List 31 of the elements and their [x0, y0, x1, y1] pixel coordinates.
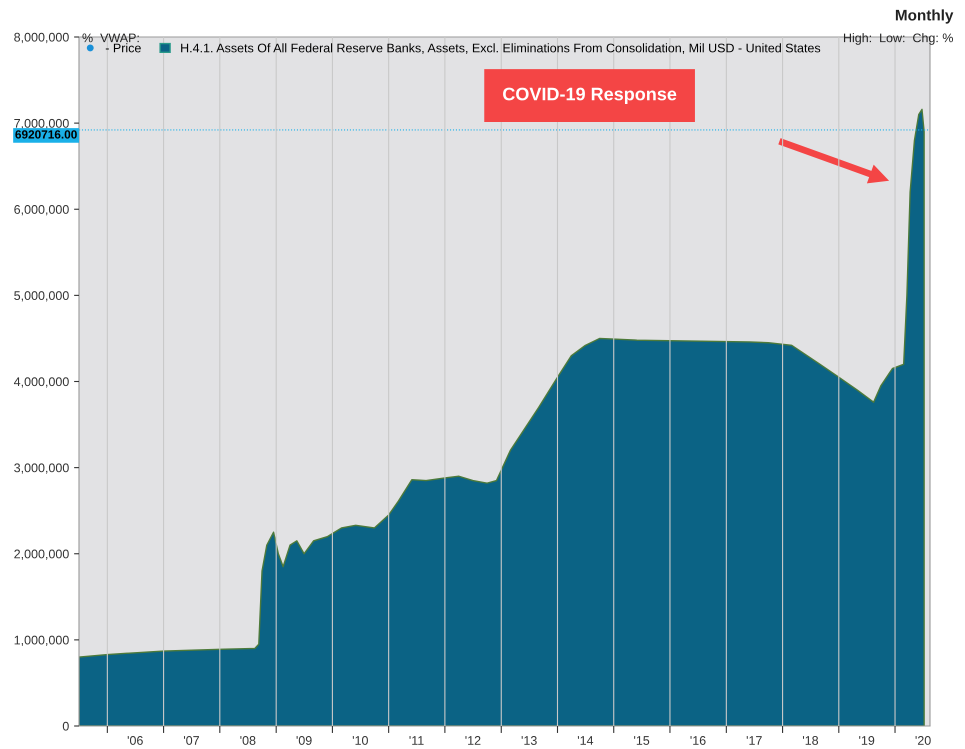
y-tick-label: 8,000,000	[14, 32, 69, 44]
x-tick-label: '14	[578, 736, 594, 745]
x-tick-label: '08	[240, 736, 256, 745]
y-tick-label: 6,000,000	[14, 205, 69, 216]
annotation: - Price	[106, 43, 141, 52]
annotation: COVID-19 Response	[503, 88, 676, 104]
y-tick-label: 5,000,000	[14, 291, 69, 302]
y-tick-label: 4,000,000	[14, 377, 69, 388]
x-tick-label: '10	[352, 736, 368, 745]
x-tick-label: '18	[802, 736, 818, 745]
x-tick-label: '07	[184, 736, 199, 745]
legend-label: H.4.1. Assets Of All Federal Reserve Banks, Assets, Excl. Eliminations From Consolidation, Mil USD - United States	[181, 43, 820, 54]
annotation: % VWAP:	[82, 34, 139, 42]
x-tick-label: '09	[296, 736, 312, 745]
y-tick-label: 2,000,000	[14, 550, 69, 560]
x-tick-label: '11	[409, 736, 424, 745]
x-tick-label: '16	[690, 736, 706, 745]
x-tick-label: '20	[916, 736, 931, 745]
x-tick-label: '12	[465, 736, 480, 745]
x-tick-label: '06	[128, 736, 143, 745]
y-tick-label: 1,000,000	[14, 636, 69, 646]
y-tick-label: 0	[62, 722, 69, 731]
x-tick-label: '17	[746, 736, 762, 745]
ref-line-label: 6920716.00	[15, 130, 77, 139]
annotation: High: Low: Chg: %	[844, 33, 953, 45]
y-tick-label: 3,000,000	[14, 463, 69, 474]
text: Monthly	[896, 9, 954, 24]
x-tick-label: '13	[522, 736, 537, 745]
x-tick-label: '19	[859, 736, 874, 745]
y-tick-label: 7,000,000	[14, 118, 69, 130]
x-tick-label: '15	[634, 736, 650, 745]
